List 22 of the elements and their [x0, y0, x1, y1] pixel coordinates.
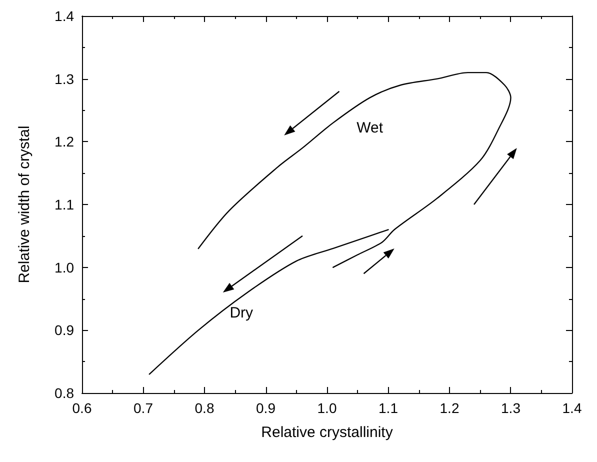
line-series	[198, 72, 512, 268]
y-axis-title: Relative width of crystal	[16, 126, 33, 284]
line-series	[148, 229, 389, 375]
y-tick-label: 1.3	[54, 70, 74, 87]
legend-label: Dry	[230, 304, 254, 322]
x-tick-label: 0.7	[134, 400, 154, 416]
y-tick-label: 1.4	[54, 8, 74, 24]
x-tick-label: 1.1	[378, 400, 398, 416]
x-tick-label: 1.2	[440, 400, 460, 416]
x-tick-label: 1.4	[562, 400, 582, 416]
y-tick-label: 0.8	[54, 385, 74, 401]
x-axis-title: Relative crystallinity	[261, 424, 394, 441]
y-tick-label: 1.0	[54, 259, 74, 276]
x-tick-label: 0.9	[256, 400, 276, 416]
x-tick-label: 1.0	[317, 400, 337, 416]
y-tick-label: 0.9	[54, 322, 74, 338]
y-tick-label: 1.1	[54, 196, 74, 212]
series-label: Wet	[356, 120, 384, 137]
y-tick-label: 1.2	[54, 134, 74, 150]
x-tick-label: 0.8	[194, 400, 214, 416]
x-tick-label: 1.3	[501, 400, 521, 416]
x-tick-label: 0.6	[72, 400, 92, 416]
